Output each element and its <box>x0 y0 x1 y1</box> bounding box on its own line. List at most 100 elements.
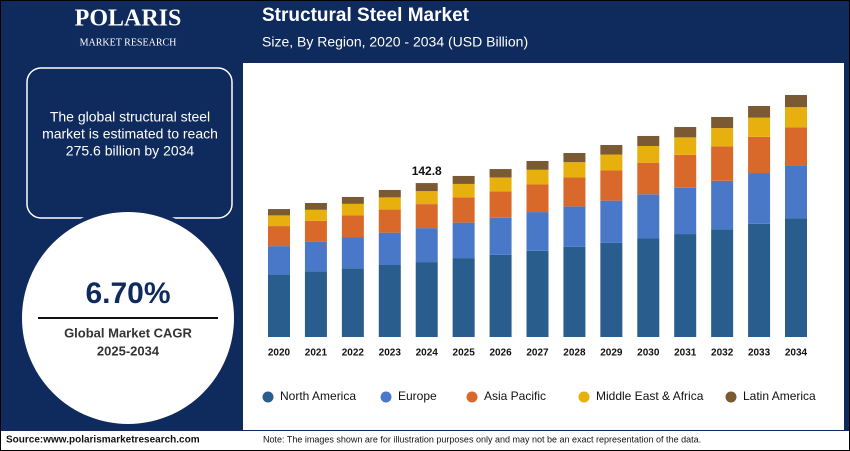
x-tick-label: 2021 <box>305 348 328 359</box>
chart-title: Structural Steel Market <box>262 5 470 26</box>
bar-segment <box>785 107 807 128</box>
bar-segment <box>526 184 549 213</box>
bar-segment <box>341 196 364 204</box>
bar-segment <box>526 169 549 185</box>
brand-tagline: MARKET RESEARCH <box>80 37 177 48</box>
legend-marker <box>578 391 590 403</box>
bar-segment <box>674 127 697 138</box>
bar-segment <box>489 217 512 255</box>
bar-segment <box>304 271 327 337</box>
brand-name: POLARIS <box>75 6 182 32</box>
bar-segment <box>415 204 438 229</box>
bar-segment <box>600 145 623 155</box>
bar-segment <box>341 237 364 269</box>
legend-marker <box>380 391 392 403</box>
x-tick-label: 2031 <box>674 348 697 359</box>
bar-segment <box>711 116 734 129</box>
total-label: 142.8 <box>412 164 442 178</box>
x-tick-label: 2027 <box>526 348 549 359</box>
x-tick-label: 2030 <box>637 348 660 359</box>
bar-segment <box>674 137 697 155</box>
bar-segment <box>452 175 475 184</box>
x-tick-label: 2028 <box>563 348 586 359</box>
bar-segment <box>415 228 438 263</box>
summary-text: 275.6 billion by 2034 <box>66 143 195 159</box>
bar-segment <box>268 226 290 247</box>
x-tick-label: 2025 <box>453 348 476 359</box>
bar-segment <box>748 117 771 137</box>
bar-segment <box>637 194 660 239</box>
bar-segment <box>785 95 807 108</box>
bar-segment <box>563 246 586 337</box>
legend-label: North America <box>280 389 356 403</box>
bar-segment <box>304 203 327 210</box>
bar-segment <box>378 189 401 198</box>
bar-segment <box>785 165 807 219</box>
bar-segment <box>563 152 586 163</box>
bar-segment <box>637 238 660 337</box>
bar-segment <box>378 232 401 265</box>
bar-segment <box>526 212 549 251</box>
bar-segment <box>304 241 327 272</box>
bar-segment <box>268 246 290 275</box>
note: Note: The images shown are for illustrat… <box>263 434 701 444</box>
bar-segment <box>452 183 475 198</box>
bar-segment <box>489 254 512 337</box>
bar-segment <box>637 145 660 163</box>
x-tick-label: 2024 <box>416 348 439 359</box>
x-tick-label: 2032 <box>711 348 734 359</box>
bar-segment <box>711 146 734 181</box>
x-tick-label: 2029 <box>600 348 623 359</box>
bar-segment <box>748 173 771 224</box>
legend-marker <box>262 391 274 403</box>
bar-segment <box>600 200 623 243</box>
source: Source:www.polarismarketresearch.com <box>6 435 200 446</box>
legend-label: Middle East & Africa <box>596 389 704 403</box>
bar-segment <box>452 258 475 337</box>
bar-segment <box>563 177 586 207</box>
bar-segment <box>748 136 771 174</box>
bar-segment <box>785 127 807 166</box>
bar-segment <box>452 222 475 259</box>
legend-label: Europe <box>398 389 437 403</box>
bar-segment <box>378 264 401 337</box>
bar-segment <box>268 215 290 227</box>
bar-segment <box>600 242 623 337</box>
cagr-label: Global Market CAGR <box>64 325 192 340</box>
legend-label: Latin America <box>743 389 816 403</box>
bar-segment <box>268 209 290 216</box>
x-tick-label: 2020 <box>268 348 291 359</box>
legend-label: Asia Pacific <box>484 389 546 403</box>
bar-segment <box>600 154 623 171</box>
bar-segment <box>748 223 771 337</box>
legend-marker <box>466 391 478 403</box>
bar-segment <box>378 197 401 210</box>
bar-segment <box>711 229 734 337</box>
bar-segment <box>785 218 807 337</box>
x-tick-label: 2023 <box>379 348 402 359</box>
cagr-label: 2025-2034 <box>97 343 160 358</box>
bar-segment <box>341 215 364 238</box>
bar-segment <box>563 206 586 247</box>
bar-segment <box>304 220 327 242</box>
bar-segment <box>526 250 549 337</box>
bar-segment <box>674 154 697 188</box>
bar-segment <box>711 128 734 147</box>
legend-marker <box>725 391 737 403</box>
bar-segment <box>489 169 512 178</box>
bar-segment <box>415 262 438 337</box>
bar-segment <box>268 274 290 337</box>
bar-segment <box>489 177 512 192</box>
bar-segment <box>674 234 697 337</box>
bar-segment <box>637 135 660 146</box>
cagr-value: 6.70% <box>85 277 170 310</box>
summary-text: market is estimated to reach <box>42 126 218 142</box>
bar-segment <box>415 191 438 205</box>
bar-segment <box>526 160 549 170</box>
bar-segment <box>711 180 734 230</box>
bar-segment <box>452 197 475 223</box>
bar-segment <box>341 268 364 337</box>
bar-segment <box>304 209 327 221</box>
x-tick-label: 2034 <box>785 348 808 359</box>
